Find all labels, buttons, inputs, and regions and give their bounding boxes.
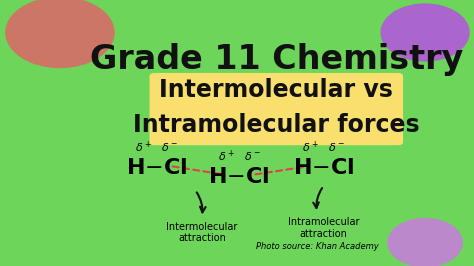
Text: $\delta^+$: $\delta^+$: [135, 140, 152, 155]
Text: Intramolecular forces: Intramolecular forces: [133, 114, 419, 138]
Text: H$-$Cl: H$-$Cl: [293, 158, 355, 178]
Text: $\delta^-$: $\delta^-$: [161, 142, 177, 153]
Circle shape: [381, 4, 469, 61]
Text: Intramolecular
attraction: Intramolecular attraction: [288, 217, 359, 239]
Text: $\delta^-$: $\delta^-$: [328, 142, 345, 153]
Circle shape: [6, 0, 114, 68]
Text: $\delta^+$: $\delta^+$: [302, 140, 319, 155]
Text: Grade 11 Chemistry: Grade 11 Chemistry: [90, 43, 463, 76]
Text: $\delta^-$: $\delta^-$: [244, 150, 260, 162]
Text: Intermolecular
attraction: Intermolecular attraction: [166, 222, 237, 243]
Circle shape: [388, 219, 462, 266]
Text: H$-$Cl: H$-$Cl: [209, 167, 270, 187]
FancyBboxPatch shape: [149, 73, 403, 145]
Text: Photo source: Khan Academy: Photo source: Khan Academy: [255, 242, 378, 251]
Text: $\delta^+$: $\delta^+$: [218, 148, 235, 164]
Text: Intermolecular vs: Intermolecular vs: [159, 78, 393, 102]
Text: H$-$Cl: H$-$Cl: [126, 158, 187, 178]
